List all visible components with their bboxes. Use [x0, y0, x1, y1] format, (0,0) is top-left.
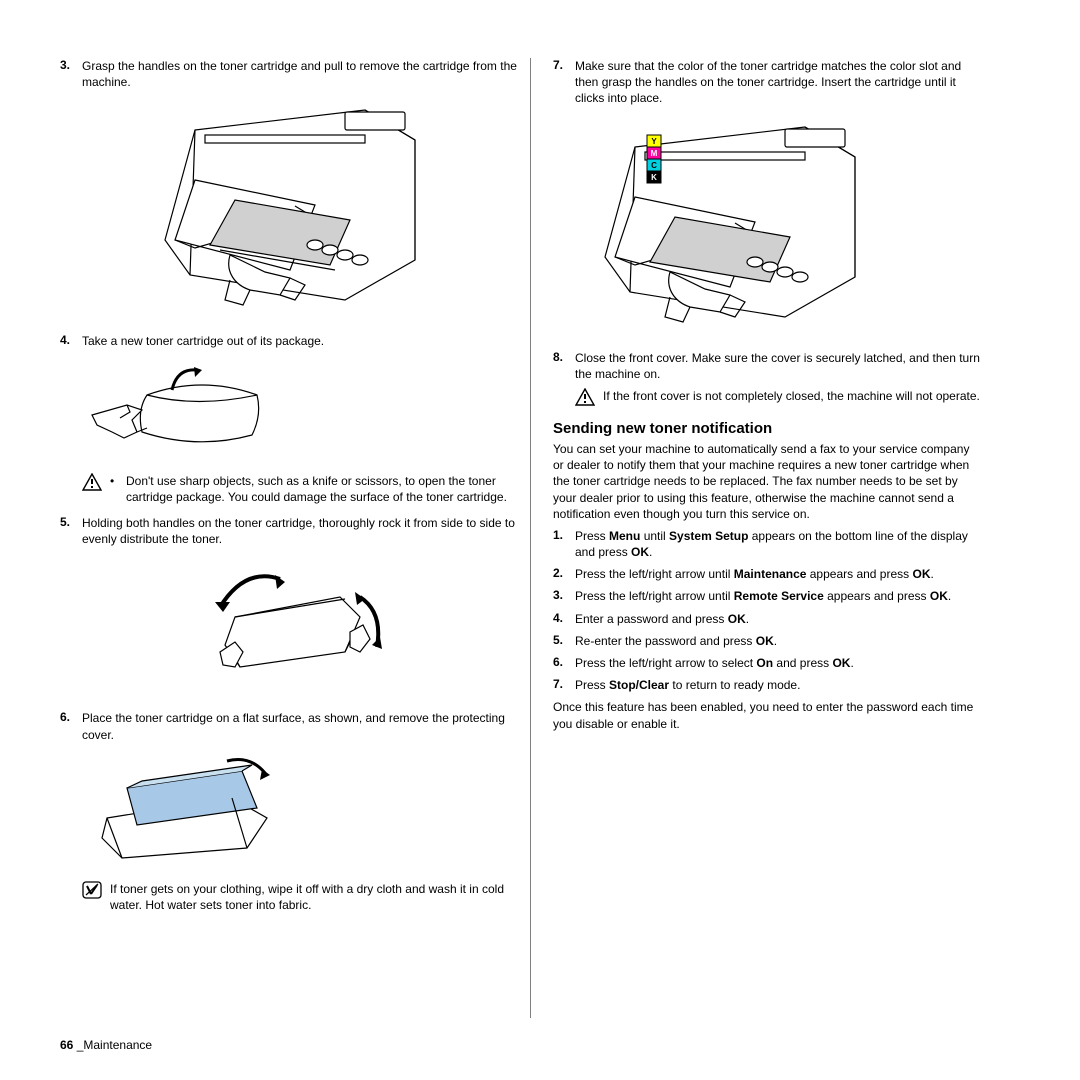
warning-sharp-objects: • Don't use sharp objects, such as a kni…	[82, 473, 520, 505]
color-label-m: M	[651, 149, 658, 158]
step-number: 1.	[553, 528, 575, 560]
step-number: 3.	[553, 588, 575, 604]
step-number: 6.	[553, 655, 575, 671]
step-number: 6.	[60, 710, 82, 742]
caution-icon	[82, 473, 102, 491]
sub-step-4: 4. Enter a password and press OK.	[553, 611, 981, 627]
note-icon	[82, 881, 102, 899]
step-number: 5.	[60, 515, 82, 547]
step-text: Press the left/right arrow to select On …	[575, 655, 981, 671]
footer-section: Maintenance	[83, 1038, 152, 1052]
sub-step-7: 7. Press Stop/Clear to return to ready m…	[553, 677, 981, 693]
footer-sep: _	[73, 1038, 83, 1052]
step-number: 8.	[553, 350, 575, 382]
illustration-remove-cartridge	[60, 100, 520, 315]
warning-cover-closed: If the front cover is not completely clo…	[575, 388, 981, 406]
sub-step-5: 5. Re-enter the password and press OK.	[553, 633, 981, 649]
sub-step-1: 1. Press Menu until System Setup appears…	[553, 528, 981, 560]
page-footer: 66 _Maintenance	[60, 1038, 152, 1052]
step-4: 4. Take a new toner cartridge out of its…	[60, 333, 520, 349]
step-number: 5.	[553, 633, 575, 649]
step-text: Holding both handles on the toner cartri…	[82, 515, 520, 547]
step-text: Press the left/right arrow until Remote …	[575, 588, 981, 604]
step-text: Press the left/right arrow until Mainten…	[575, 566, 981, 582]
step-number: 7.	[553, 58, 575, 107]
step-text: Re-enter the password and press OK.	[575, 633, 981, 649]
step-text: Press Menu until System Setup appears on…	[575, 528, 981, 560]
step-number: 4.	[60, 333, 82, 349]
step-text: Close the front cover. Make sure the cov…	[575, 350, 981, 382]
step-number: 2.	[553, 566, 575, 582]
page-number: 66	[60, 1038, 73, 1052]
step-number: 4.	[553, 611, 575, 627]
step-3: 3. Grasp the handles on the toner cartri…	[60, 58, 520, 90]
illustration-rock-cartridge	[60, 557, 520, 692]
warning-text: Don't use sharp objects, such as a knife…	[126, 473, 520, 505]
step-text: Grasp the handles on the toner cartridge…	[82, 58, 520, 90]
step-text: Take a new toner cartridge out of its pa…	[82, 333, 520, 349]
section-outro: Once this feature has been enabled, you …	[553, 699, 981, 731]
caution-icon	[575, 388, 595, 406]
section-intro: You can set your machine to automaticall…	[553, 441, 981, 522]
step-text: Place the toner cartridge on a flat surf…	[82, 710, 520, 742]
step-number: 7.	[553, 677, 575, 693]
illustration-unpack	[82, 360, 542, 455]
step-7: 7. Make sure that the color of the toner…	[553, 58, 981, 107]
bullet: •	[110, 473, 126, 505]
color-label-k: K	[651, 173, 657, 182]
note-text: If toner gets on your clothing, wipe it …	[110, 881, 520, 913]
note-toner-clothing: If toner gets on your clothing, wipe it …	[82, 881, 520, 913]
sub-step-2: 2. Press the left/right arrow until Main…	[553, 566, 981, 582]
color-label-c: C	[651, 161, 657, 170]
color-label-y: Y	[651, 137, 657, 146]
step-text: Enter a password and press OK.	[575, 611, 981, 627]
sub-step-6: 6. Press the left/right arrow to select …	[553, 655, 981, 671]
step-text: Press Stop/Clear to return to ready mode…	[575, 677, 981, 693]
step-text: Make sure that the color of the toner ca…	[575, 58, 981, 107]
step-8: 8. Close the front cover. Make sure the …	[553, 350, 981, 382]
step-5: 5. Holding both handles on the toner car…	[60, 515, 520, 547]
section-heading: Sending new toner notification	[553, 420, 981, 437]
step-number: 3.	[60, 58, 82, 90]
illustration-insert-cartridge: Y M C K	[575, 117, 1003, 332]
warning-text: If the front cover is not completely clo…	[603, 388, 981, 404]
illustration-remove-cover	[82, 753, 542, 863]
step-6: 6. Place the toner cartridge on a flat s…	[60, 710, 520, 742]
sub-step-3: 3. Press the left/right arrow until Remo…	[553, 588, 981, 604]
